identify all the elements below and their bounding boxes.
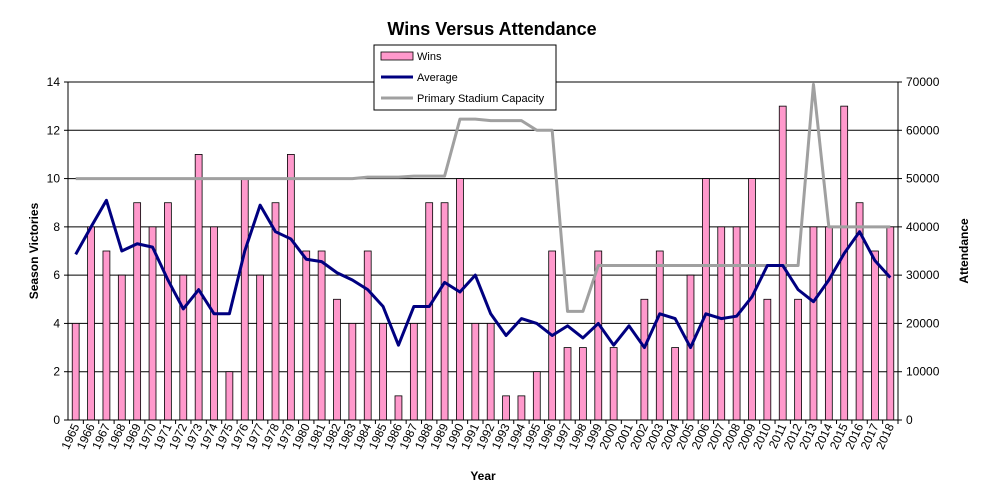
bar-wins-2010: [763, 298, 772, 421]
bar-wins-2015: [840, 105, 849, 421]
bar-wins-1988: [425, 202, 434, 421]
right-axis-title: Attendance: [957, 218, 971, 284]
right-tick-label: 0: [906, 413, 913, 427]
left-tick-label: 0: [53, 413, 60, 427]
legend-capacity-label: Primary Stadium Capacity: [417, 93, 545, 105]
bar-wins-1985: [379, 323, 387, 421]
bar-wins-1994: [517, 395, 526, 421]
bar-wins-1991: [471, 323, 480, 421]
bar-wins-1989: [440, 202, 449, 421]
bar-wins-2003: [655, 250, 664, 421]
bar-wins-1966: [87, 226, 95, 421]
bar-wins-2018: [886, 226, 895, 421]
x-axis-ticks: 1965196619671968196919701971197219731974…: [58, 420, 899, 451]
legend-average-label: Average: [417, 72, 458, 84]
bar-wins-1968: [117, 274, 126, 421]
bar-wins-1975: [225, 371, 234, 421]
bar-wins-2002: [640, 298, 649, 421]
left-tick-label: 6: [53, 268, 60, 282]
left-tick-label: 14: [47, 75, 61, 89]
bar-wins-1987: [409, 323, 418, 421]
bar-wins-1979: [287, 154, 295, 421]
bar-wins-1969: [133, 202, 142, 421]
bar-wins-1967: [102, 250, 111, 421]
bar-wins-1995: [532, 371, 541, 421]
bar-wins-1971: [164, 202, 172, 421]
bar-series: [71, 105, 895, 421]
left-tick-label: 4: [53, 316, 60, 330]
right-tick-label: 10000: [906, 365, 940, 379]
bar-wins-1974: [210, 226, 218, 421]
line-primary-stadium-capacity: [75, 82, 891, 313]
left-tick-label: 12: [47, 123, 61, 137]
bar-wins-2000: [609, 347, 618, 421]
right-axis-ticks: 0 10000 20000 30000 40000 50000 60000 70000: [898, 75, 940, 427]
bar-wins-1982: [333, 298, 341, 421]
left-tick-label: 10: [47, 172, 61, 186]
bar-wins-1984: [363, 250, 372, 421]
legend: Wins Average Primary Stadium Capacity: [373, 44, 557, 111]
bar-wins-1972: [179, 274, 188, 421]
bar-wins-2013: [809, 226, 818, 421]
bar-wins-1990: [456, 178, 464, 421]
legend-wins-label: Wins: [417, 51, 442, 63]
bar-wins-2012: [794, 298, 802, 421]
bar-wins-2008: [732, 226, 741, 421]
chart-title: Wins Versus Attendance: [387, 19, 596, 39]
left-axis-title: Season Victories: [27, 202, 41, 299]
right-tick-label: 20000: [906, 316, 940, 330]
bar-wins-2017: [871, 250, 879, 421]
left-tick-label: 2: [53, 365, 60, 379]
right-tick-label: 50000: [906, 172, 940, 186]
gridlines: [68, 81, 898, 373]
bar-wins-1980: [302, 250, 311, 421]
bar-wins-1978: [271, 202, 280, 421]
bar-wins-1997: [563, 347, 572, 421]
bar-wins-1986: [394, 395, 403, 421]
bar-wins-1976: [240, 178, 249, 421]
bar-wins-1998: [579, 347, 587, 421]
left-axis-ticks: 0 2 4 6 8 10 12 14: [47, 75, 68, 427]
bar-wins-1973: [194, 154, 203, 421]
left-tick-label: 8: [53, 220, 60, 234]
line-series: [74, 82, 892, 350]
right-tick-label: 40000: [906, 220, 940, 234]
bar-wins-2006: [702, 178, 710, 421]
bar-wins-2014: [824, 226, 833, 421]
right-tick-label: 70000: [906, 75, 940, 89]
bar-wins-1981: [317, 250, 326, 421]
bar-wins-1965: [71, 323, 80, 421]
bar-wins-1983: [348, 323, 357, 421]
x-axis-title: Year: [470, 469, 496, 483]
plot-area-border: [67, 81, 899, 421]
right-tick-label: 30000: [906, 268, 940, 282]
legend-wins-swatch: [380, 51, 414, 61]
bar-wins-1977: [256, 274, 264, 421]
bar-wins-1993: [502, 395, 510, 421]
bar-wins-2007: [717, 226, 726, 421]
bar-wins-2011: [778, 105, 787, 421]
line-average: [74, 198, 892, 350]
bar-wins-1992: [486, 323, 495, 421]
bar-wins-2004: [671, 347, 679, 421]
right-tick-label: 60000: [906, 123, 940, 137]
